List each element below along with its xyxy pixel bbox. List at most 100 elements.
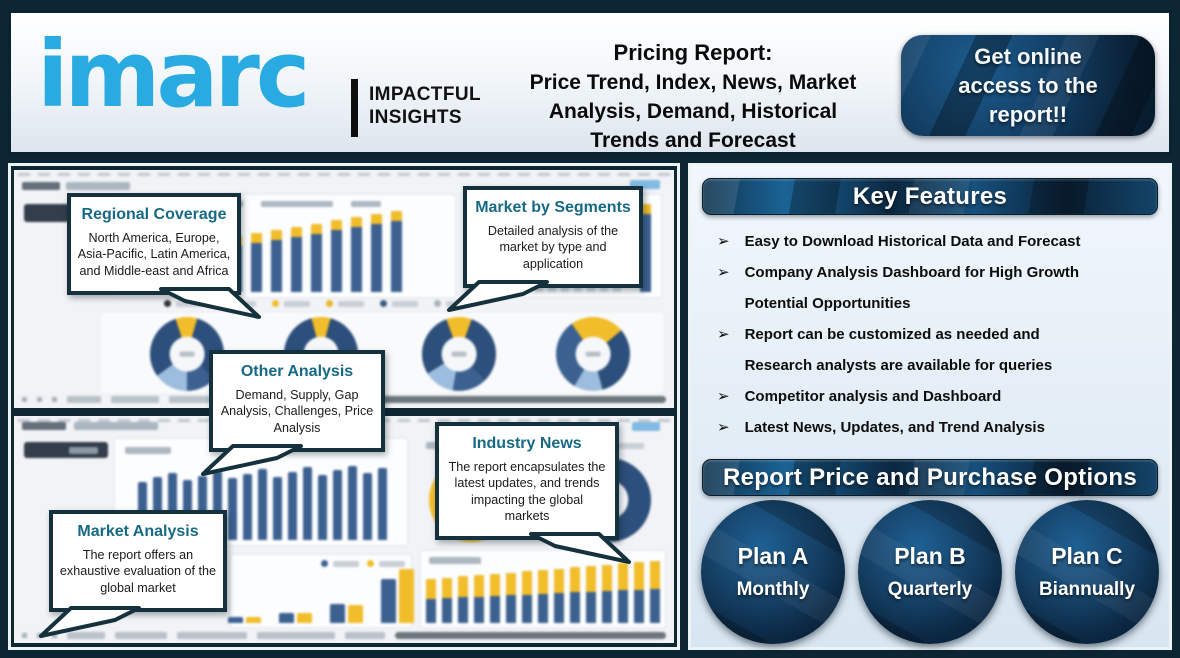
decor-shape (650, 560, 660, 623)
decor-shape (350, 217, 362, 292)
decor-shape (261, 201, 333, 207)
callout-other-analysis: Other Analysis Demand, Supply, Gap Analy… (201, 350, 385, 477)
decor-shape (506, 572, 516, 623)
decor-shape (66, 182, 130, 190)
decor-shape (302, 467, 312, 540)
imarc-logo-wordmark: imarc (37, 21, 310, 128)
plan-b-circle[interactable]: Plan B Quarterly (858, 500, 1002, 644)
decor-shape (227, 478, 237, 540)
decor-shape (272, 476, 282, 540)
callout-market-analysis: Market Analysis The report offers an exh… (39, 510, 227, 639)
decor-shape (585, 351, 601, 357)
plan-period: Biannually (1038, 579, 1136, 600)
decor-shape (125, 447, 171, 454)
report-title: Pricing Report: Price Trend, Index, News… (485, 38, 901, 155)
plan-period: Quarterly (887, 579, 973, 600)
plan-c-circle[interactable]: Plan C Biannually (1015, 500, 1159, 644)
decor-shape (67, 632, 105, 639)
decor-shape (586, 566, 596, 623)
decor-shape (380, 300, 418, 307)
decor-shape (380, 300, 387, 307)
key-feature-item: ➢ Latest News, Updates, and Trend Analys… (717, 412, 1161, 443)
decor-shape (554, 568, 564, 623)
decor-shape (395, 632, 666, 639)
decor-shape (490, 573, 500, 623)
decor-shape (22, 633, 27, 638)
key-feature-item: ➢ Report can be customized as needed and… (717, 319, 1161, 381)
key-feature-item: ➢ Easy to Download Historical Data and F… (717, 226, 1161, 257)
decor-shape (67, 396, 101, 403)
logo-tagline-line1: IMPACTFUL (369, 84, 481, 105)
key-feature-text: Easy to Download Historical Data and For… (744, 233, 1081, 250)
callout-body: The report offers an exhaustive evaluati… (59, 548, 217, 595)
dashboard-preview-panel: Regional Coverage North America, Europe,… (8, 163, 680, 650)
decor-shape (257, 632, 335, 639)
decor-shape (321, 560, 359, 567)
arrow-bullet-icon: ➢ (717, 388, 730, 405)
decor-shape (556, 317, 630, 391)
callout-tail (39, 606, 141, 639)
decor-shape (422, 317, 496, 391)
decor-shape (570, 567, 580, 593)
decor-shape (379, 560, 405, 567)
decor-shape (74, 422, 158, 430)
callout-body: Detailed analysis of the market by type … (487, 224, 619, 271)
key-features-heading: Key Features (702, 178, 1158, 215)
decor-shape (348, 605, 363, 623)
decor-shape (22, 182, 60, 190)
callout-industry-news: Industry News The report encapsulates th… (435, 422, 631, 565)
decor-shape (310, 223, 322, 234)
plan-name: Plan B (894, 543, 966, 569)
decor-shape (246, 617, 261, 623)
decor-shape (350, 217, 362, 228)
callout-tail (529, 532, 631, 565)
decor-shape (399, 569, 414, 623)
plan-name: Plan C (1051, 543, 1123, 569)
callout-title: Regional Coverage (81, 206, 227, 223)
decor-shape (522, 571, 532, 623)
decor-shape (345, 632, 385, 639)
decor-shape (367, 560, 374, 567)
header-banner: imarc IMPACTFUL INSIGHTS Pricing Report:… (8, 10, 1172, 155)
imarc-logo: imarc IMPACTFUL INSIGHTS (33, 15, 483, 151)
key-feature-text: Report can be customized as needed and R… (744, 326, 1053, 374)
decor-shape (22, 397, 27, 402)
get-online-access-button[interactable]: Get online access to the report!! (901, 35, 1155, 136)
decor-shape (52, 633, 57, 638)
logo-divider (351, 79, 358, 137)
decor-shape (618, 442, 644, 449)
decor-shape (164, 300, 171, 307)
decor-shape (640, 204, 651, 214)
purchase-options-heading: Report Price and Purchase Options (702, 459, 1158, 496)
decor-shape (618, 563, 628, 623)
decor-shape (377, 468, 387, 540)
decor-shape (250, 233, 262, 292)
callout-title: Industry News (472, 435, 582, 452)
decor-shape (554, 568, 564, 594)
decor-shape (52, 397, 57, 402)
plan-a-circle[interactable]: Plan A Monthly (701, 500, 845, 644)
report-title-line1: Pricing Report: (613, 40, 773, 65)
decor-shape (570, 567, 580, 623)
decor-shape (429, 557, 481, 564)
decor-shape (381, 579, 396, 623)
decor-shape (506, 572, 516, 596)
arrow-bullet-icon: ➢ (717, 233, 730, 250)
decor-shape (169, 336, 205, 372)
decor-shape (586, 566, 596, 592)
decor-shape (362, 473, 372, 540)
decor-shape (310, 223, 322, 292)
decor-shape (367, 560, 405, 567)
decor-shape (575, 336, 611, 372)
callout-title: Other Analysis (240, 363, 354, 380)
decor-shape (111, 396, 159, 403)
decor-shape (287, 472, 297, 540)
decor-shape (442, 577, 452, 599)
logo-tagline-line2: INSIGHTS (369, 107, 462, 128)
callout-market-by-segments: Market by Segments Detailed analysis of … (447, 186, 643, 313)
decor-shape (602, 564, 612, 591)
decor-shape (228, 617, 261, 623)
decor-shape (332, 470, 342, 540)
decor-shape (228, 569, 414, 623)
decor-shape (272, 300, 310, 307)
